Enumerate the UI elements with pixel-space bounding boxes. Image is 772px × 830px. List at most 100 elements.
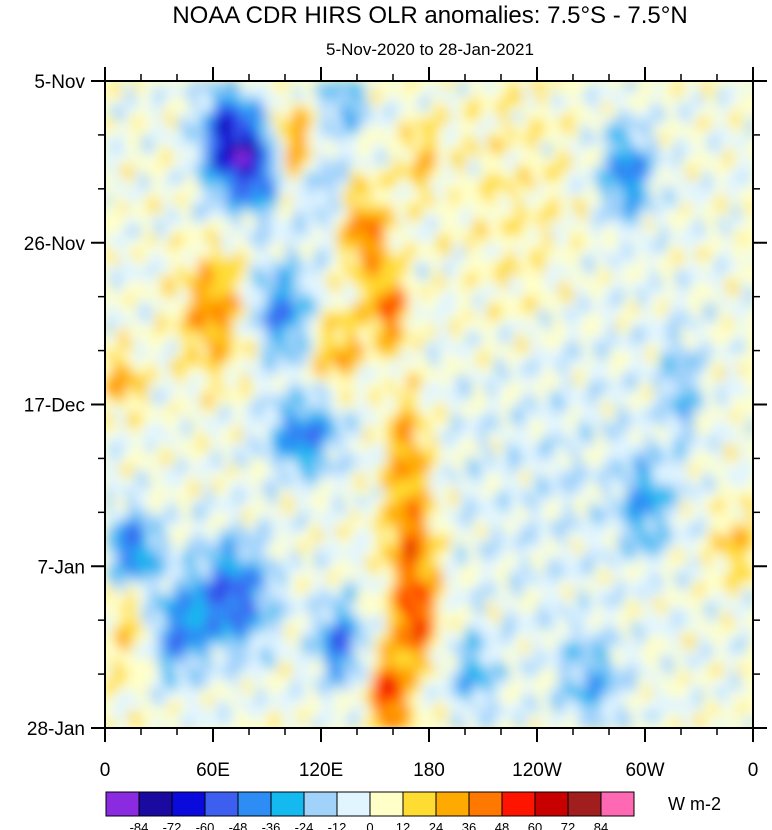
heatmap-cell <box>191 304 200 313</box>
heatmap-cell <box>133 481 142 490</box>
heatmap-cell <box>659 427 668 436</box>
heatmap-cell <box>407 235 416 244</box>
heatmap-cell <box>357 104 365 113</box>
heatmap-cell <box>731 419 740 429</box>
heatmap-cell <box>457 165 466 175</box>
heatmap-cell <box>162 111 171 121</box>
heatmap-cell <box>702 227 711 236</box>
heatmap-cell <box>328 327 336 336</box>
heatmap-cell <box>321 342 329 352</box>
heatmap-cell <box>105 88 113 97</box>
heatmap-cell <box>105 473 113 483</box>
heatmap-cell <box>609 419 617 429</box>
heatmap-cell <box>306 404 315 413</box>
heatmap-cell <box>601 134 610 144</box>
heatmap-cell <box>558 389 567 398</box>
heatmap-cell <box>385 304 394 313</box>
heatmap-cell <box>731 473 740 483</box>
heatmap-cell <box>472 204 480 213</box>
heatmap-cell <box>717 342 725 352</box>
heatmap-cell <box>637 458 646 467</box>
heatmap-cell <box>673 496 682 506</box>
heatmap-cell <box>364 288 372 298</box>
heatmap-cell <box>213 335 221 344</box>
heatmap-cell <box>112 350 120 359</box>
heatmap-cell <box>609 496 617 506</box>
heatmap-cell <box>263 273 272 282</box>
heatmap-cell <box>738 304 747 313</box>
heatmap-cell <box>241 204 250 213</box>
heatmap-cell <box>155 119 164 128</box>
heatmap-cell <box>508 350 516 359</box>
heatmap-cell <box>385 281 394 290</box>
heatmap-cell <box>335 81 344 90</box>
heatmap-cell <box>205 319 214 329</box>
heatmap-cell <box>205 227 214 236</box>
heatmap-cell <box>681 142 689 151</box>
heatmap-cell <box>148 481 156 490</box>
heatmap-cell <box>717 265 725 275</box>
heatmap-cell <box>162 211 171 221</box>
heatmap-cell <box>594 104 603 113</box>
heatmap-cell <box>601 427 610 436</box>
heatmap-cell <box>537 327 545 336</box>
heatmap-cell <box>529 342 538 352</box>
heatmap-cell <box>306 319 315 329</box>
heatmap-cell <box>724 435 732 444</box>
heatmap-cell <box>738 242 747 252</box>
heatmap-cell <box>234 188 243 198</box>
heatmap-cell <box>673 96 682 105</box>
heatmap-cell <box>385 365 394 375</box>
heatmap-cell <box>342 342 351 352</box>
heatmap-cell <box>407 188 416 198</box>
heatmap-cell <box>371 119 380 128</box>
heatmap-cell <box>119 319 128 329</box>
heatmap-cell <box>263 496 272 506</box>
heatmap-cell <box>508 173 516 182</box>
heatmap-cell <box>421 158 430 167</box>
heatmap-cell <box>623 173 632 182</box>
heatmap-cell <box>285 173 293 182</box>
heatmap-cell <box>241 373 250 382</box>
heatmap-cell <box>205 158 214 167</box>
heatmap-cell <box>371 304 380 313</box>
heatmap-cell <box>443 396 452 406</box>
heatmap-cell <box>342 450 351 460</box>
heatmap-cell <box>609 450 617 460</box>
heatmap-cell <box>515 204 524 213</box>
heatmap-cell <box>141 111 149 121</box>
heatmap-cell <box>198 296 207 305</box>
heatmap-cell <box>205 327 214 336</box>
heatmap-cell <box>429 219 437 228</box>
heatmap-cell <box>688 450 696 460</box>
heatmap-cell <box>724 319 732 329</box>
heatmap-cell <box>544 281 552 290</box>
heatmap-cell <box>385 350 394 359</box>
heatmap-cell <box>342 504 351 513</box>
heatmap-cell <box>501 265 509 275</box>
heatmap-cell <box>299 111 308 121</box>
heatmap-cell <box>623 134 632 144</box>
heatmap-cell <box>457 204 466 213</box>
heatmap-cell <box>234 219 243 228</box>
heatmap-cell <box>414 404 423 413</box>
heatmap-cell <box>155 188 164 198</box>
heatmap-cell <box>357 419 365 429</box>
heatmap-cell <box>580 296 588 305</box>
heatmap-cell <box>501 312 509 321</box>
heatmap-cell <box>321 281 329 290</box>
heatmap-cell <box>148 227 156 236</box>
heatmap-cell <box>450 396 459 406</box>
heatmap-cell <box>501 473 509 483</box>
heatmap-cell <box>364 273 372 282</box>
heatmap-cell <box>486 173 495 182</box>
heatmap-cell <box>652 219 660 228</box>
heatmap-cell <box>148 158 156 167</box>
heatmap-cell <box>450 158 459 167</box>
heatmap-cell <box>162 319 171 329</box>
heatmap-cell <box>580 404 588 413</box>
heatmap-cell <box>738 127 747 136</box>
heatmap-cell <box>429 227 437 236</box>
heatmap-cell <box>472 327 480 336</box>
heatmap-cell <box>472 335 480 344</box>
